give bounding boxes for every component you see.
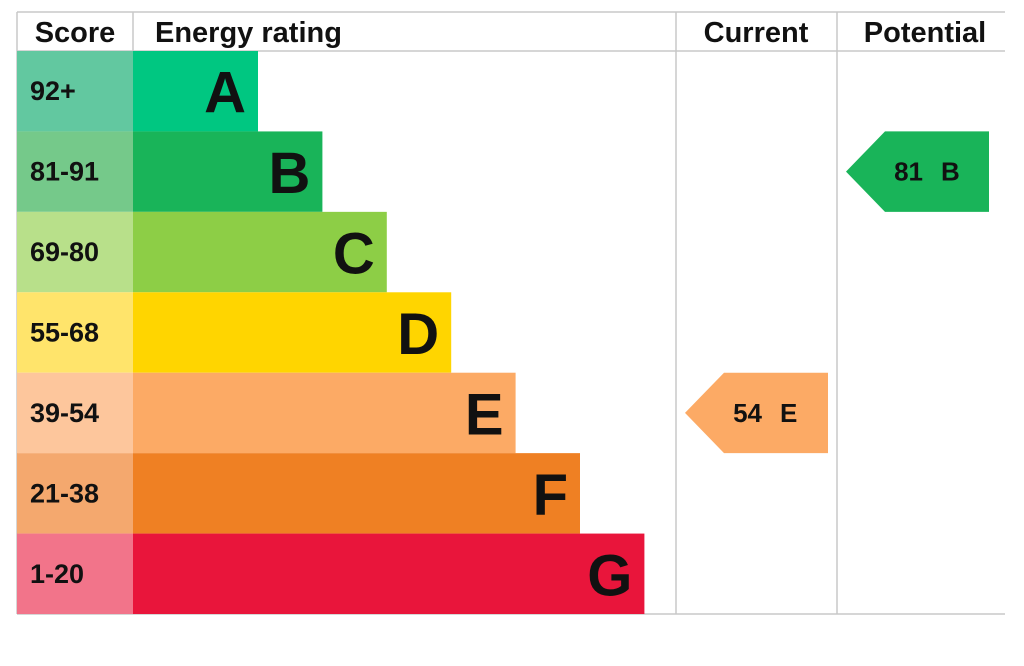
- rating-letter: E: [465, 382, 504, 447]
- rating-letter: B: [269, 141, 311, 206]
- rating-bar: [133, 211, 387, 293]
- header-current: Current: [704, 17, 809, 49]
- current-value: 54: [733, 398, 762, 428]
- rating-bar: [133, 533, 645, 614]
- score-cell: [17, 292, 133, 373]
- score-label: 92+: [30, 76, 76, 106]
- rating-bar: [133, 131, 323, 212]
- score-cell: [17, 453, 133, 534]
- rating-bar: [133, 372, 516, 454]
- score-cell: [17, 372, 133, 454]
- rating-letter: A: [204, 61, 246, 126]
- rating-letter: G: [587, 543, 632, 608]
- score-cell: [17, 131, 133, 212]
- potential-arrow: [846, 131, 989, 212]
- rating-letter: D: [397, 302, 439, 367]
- header-potential: Potential: [864, 17, 986, 49]
- score-label: 1-20: [30, 559, 84, 589]
- rating-bar: [133, 292, 452, 373]
- score-label: 21-38: [30, 478, 99, 508]
- current-rating: E: [780, 398, 797, 428]
- potential-rating: B: [941, 157, 960, 187]
- score-label: 81-91: [30, 157, 99, 187]
- score-cell: [17, 533, 133, 614]
- score-cell: [17, 211, 133, 293]
- header-energy-rating: Energy rating: [155, 17, 342, 49]
- rating-bar: [133, 453, 580, 534]
- rating-letter: F: [533, 463, 568, 528]
- header-score: Score: [35, 17, 116, 49]
- potential-value: 81: [894, 157, 923, 187]
- current-arrow: [685, 372, 828, 454]
- score-label: 69-80: [30, 237, 99, 267]
- rating-bar: [133, 51, 258, 132]
- rating-letter: C: [333, 222, 375, 287]
- score-label: 39-54: [30, 398, 99, 428]
- score-cell: [17, 51, 133, 132]
- score-label: 55-68: [30, 318, 99, 348]
